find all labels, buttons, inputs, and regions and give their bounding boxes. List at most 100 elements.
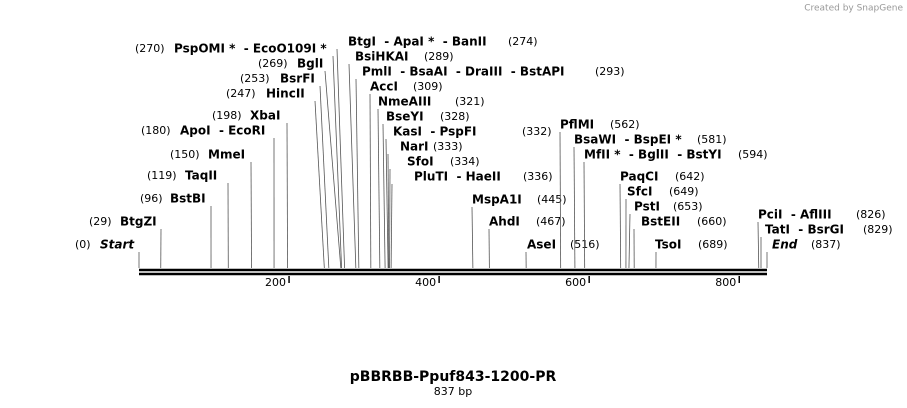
enzyme-name: PflMI xyxy=(560,118,594,132)
site-position: (269) xyxy=(258,57,288,70)
site-position: (581) xyxy=(697,133,727,146)
site-position: (289) xyxy=(424,50,454,63)
site-position: (445) xyxy=(537,193,567,206)
enzyme-name: SfcI xyxy=(627,185,652,199)
site-line xyxy=(382,123,386,269)
enzyme-name: NarI xyxy=(400,140,429,154)
site-position: (642) xyxy=(675,170,705,183)
site-line xyxy=(619,183,622,269)
enzyme-name: TaqII xyxy=(185,169,217,183)
site-position: (119) xyxy=(147,169,177,182)
site-position: (328) xyxy=(440,110,470,123)
site-line xyxy=(385,138,389,269)
site-line xyxy=(387,153,390,269)
enzyme-name: AhdI xyxy=(489,215,520,229)
enzyme-name: PluTI - HaeII xyxy=(414,170,501,184)
site-line xyxy=(377,108,381,269)
enzyme-name: PaqCI xyxy=(620,170,658,184)
site-position: (309) xyxy=(413,80,443,93)
site-position: (336) xyxy=(523,170,553,183)
enzyme-name: PspOMI * - EcoO109I * xyxy=(174,42,327,56)
tick-label: 800 xyxy=(715,276,736,289)
site-position: (653) xyxy=(673,200,703,213)
site-position: (247) xyxy=(226,87,256,100)
enzyme-name: BsiHKAI xyxy=(355,50,409,64)
site-position: (332) xyxy=(522,125,552,138)
site-position: (826) xyxy=(856,208,886,221)
enzyme-name: TsoI xyxy=(655,238,681,252)
enzyme-name: PmlI - BsaAI - DraIII - BstAPI xyxy=(362,65,565,79)
enzyme-name: Start xyxy=(100,238,135,252)
enzyme-name: BstBI xyxy=(170,192,206,206)
site-position: (467) xyxy=(536,215,566,228)
enzyme-name: BsaWI - BspEI * xyxy=(574,133,682,147)
site-line xyxy=(355,78,360,269)
site-position: (293) xyxy=(595,65,625,78)
tick-label: 200 xyxy=(265,276,286,289)
site-position: (689) xyxy=(698,238,728,251)
enzyme-name: AseI xyxy=(527,238,556,252)
site-line xyxy=(583,161,586,269)
site-line xyxy=(250,161,252,269)
enzyme-name: ApoI - EcoRI xyxy=(180,124,265,138)
site-position: (562) xyxy=(610,118,640,131)
site-line xyxy=(573,146,576,269)
site-position: (334) xyxy=(450,155,480,168)
site-position: (321) xyxy=(455,95,485,108)
site-position: (274) xyxy=(508,35,538,48)
tick-label: 400 xyxy=(415,276,436,289)
site-position: (198) xyxy=(212,109,242,122)
enzyme-name: KasI - PspFI xyxy=(393,125,477,139)
site-line xyxy=(559,131,562,269)
enzyme-name: BtgZI xyxy=(120,215,157,229)
title: pBBRBB-Ppuf843-1200-PR xyxy=(350,369,557,385)
site-line xyxy=(286,122,288,269)
enzyme-name: End xyxy=(772,238,798,252)
enzyme-name: PciI - AflIII xyxy=(758,208,832,222)
site-line xyxy=(757,221,760,269)
site-line xyxy=(348,63,357,269)
site-line xyxy=(332,55,342,269)
site-position: (649) xyxy=(669,185,699,198)
site-line xyxy=(628,213,631,269)
site-position: (253) xyxy=(240,72,270,85)
site-line xyxy=(324,70,342,269)
site-position: (0) xyxy=(75,238,91,251)
site-line xyxy=(336,48,345,269)
site-position: (96) xyxy=(140,192,163,205)
enzyme-name: NmeAIII xyxy=(378,95,431,109)
site-position: (660) xyxy=(697,215,727,228)
site-line xyxy=(471,206,474,269)
site-position: (150) xyxy=(170,148,200,161)
enzyme-name: AccI xyxy=(370,80,398,94)
site-position: (180) xyxy=(141,124,171,137)
site-position: (829) xyxy=(863,223,893,236)
enzyme-name: BglI xyxy=(297,57,323,71)
enzyme-name: BtgI - ApaI * - BanII xyxy=(348,35,487,49)
enzyme-name: HincII xyxy=(266,87,305,101)
enzyme-name: BstEII xyxy=(641,215,680,229)
enzyme-name: MspA1I xyxy=(472,193,522,207)
site-position: (333) xyxy=(433,140,463,153)
tick-label: 600 xyxy=(565,276,586,289)
site-position: (270) xyxy=(135,42,165,55)
site-position: (837) xyxy=(811,238,841,251)
enzyme-name: BseYI xyxy=(386,110,424,124)
enzyme-name: BsrFI xyxy=(280,72,315,86)
enzyme-name: XbaI xyxy=(250,109,280,123)
enzyme-name: TatI - BsrGI xyxy=(765,223,844,237)
site-line xyxy=(369,93,372,269)
site-line xyxy=(314,100,325,269)
enzyme-name: MfII * - BglII - BstYI xyxy=(584,148,722,162)
enzyme-name: MmeI xyxy=(208,148,245,162)
site-position: (594) xyxy=(738,148,768,161)
enzyme-name: SfoI xyxy=(407,155,434,169)
site-position: (29) xyxy=(89,215,112,228)
subtitle: 837 bp xyxy=(434,385,472,398)
site-line xyxy=(390,183,393,269)
enzyme-name: PstI xyxy=(634,200,660,214)
credit: Created by SnapGene xyxy=(804,4,903,14)
site-line xyxy=(319,85,330,269)
